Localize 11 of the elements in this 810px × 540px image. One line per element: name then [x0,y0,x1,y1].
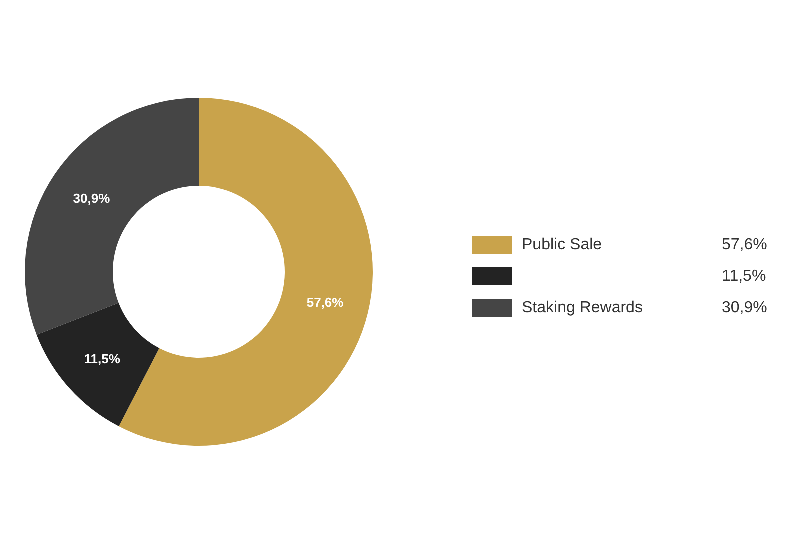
text: 57,6% [722,236,768,254]
donut-slice [119,98,373,446]
donut-slice [36,303,160,427]
data-label: 57,6% [306,295,344,310]
legend-label: Staking Rewards [522,300,643,316]
text: 11,5% [722,268,766,285]
data-label: 11,5% [84,351,121,366]
donut-slice [25,98,199,336]
data-label: 30,9% [73,191,111,206]
legend-label: Public Sale [522,236,602,254]
text: 30,9% [722,300,768,316]
